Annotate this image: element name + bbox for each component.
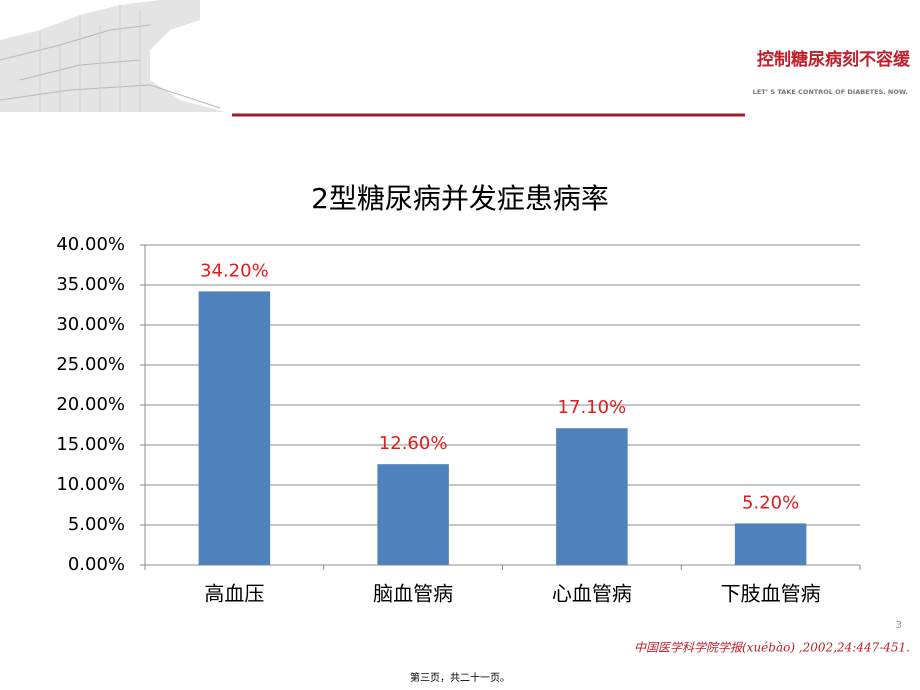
slogan: 控制糖尿病刻不容缓 xyxy=(757,49,911,70)
y-tick-label: 20.00% xyxy=(56,394,125,415)
y-tick-label: 10.00% xyxy=(56,474,125,495)
page-number: 3 xyxy=(896,620,902,631)
y-tick-label: 40.00% xyxy=(56,234,125,255)
slogan-en: LET’ S TAKE CONTROL OF DIABETES. NOW. xyxy=(753,88,908,96)
y-tick-label: 0.00% xyxy=(68,554,125,575)
value-label: 5.20% xyxy=(742,492,799,513)
value-label: 34.20% xyxy=(200,260,269,281)
x-tick-label: 高血压 xyxy=(204,582,264,606)
y-tick-label: 15.00% xyxy=(56,434,125,455)
value-label: 17.10% xyxy=(558,397,627,418)
x-tick-label: 心血管病 xyxy=(552,582,632,606)
y-tick-label: 5.00% xyxy=(68,514,125,535)
x-tick-label: 下肢血管病 xyxy=(721,582,821,606)
great-wall-decoration xyxy=(0,0,225,112)
bar xyxy=(377,464,449,565)
chart-title: 2型糖尿病并发症患病率 xyxy=(311,182,609,215)
footer: 第三页，共二十一页。 xyxy=(410,671,510,684)
y-tick-label: 25.00% xyxy=(56,354,125,375)
y-tick-label: 30.00% xyxy=(56,314,125,335)
bar xyxy=(734,523,807,565)
bar xyxy=(556,428,628,565)
bar xyxy=(198,291,271,565)
x-tick-label: 脑血管病 xyxy=(373,582,453,606)
value-label: 12.60% xyxy=(379,433,448,454)
citation: 中国医学科学院学报(xuébào) ,2002,24:447-451. xyxy=(634,641,910,655)
y-tick-label: 35.00% xyxy=(56,274,125,295)
